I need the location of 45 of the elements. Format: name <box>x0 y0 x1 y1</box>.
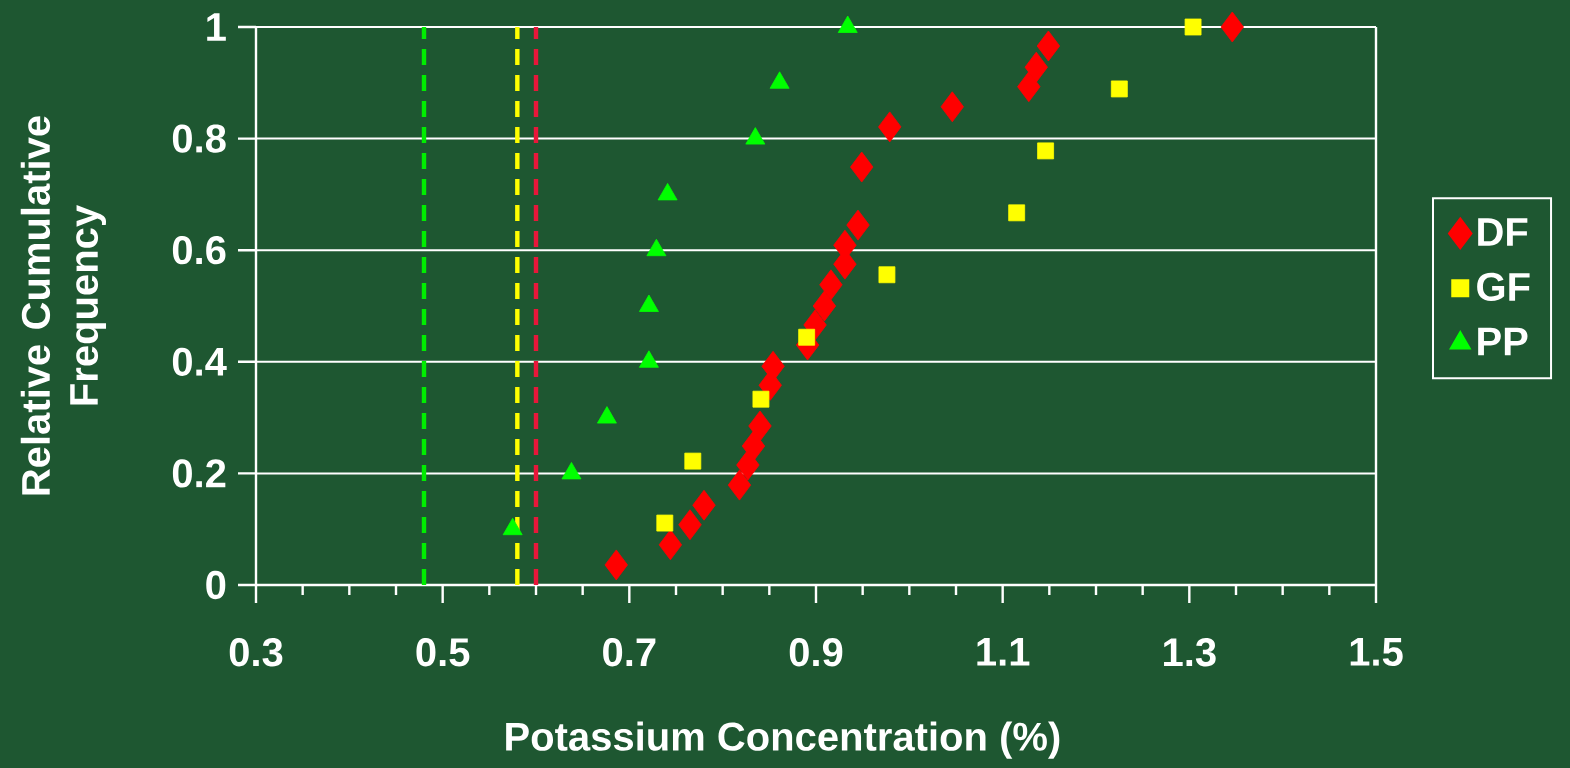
legend-label: PP <box>1478 327 1528 356</box>
point <box>1008 204 1026 222</box>
point <box>1036 30 1061 62</box>
point <box>1024 51 1048 83</box>
point <box>1184 18 1202 36</box>
x-tick-label: 1.1 <box>977 638 1030 666</box>
point <box>752 390 770 408</box>
x-tick-label: 1.5 <box>1350 638 1403 666</box>
point <box>684 452 702 470</box>
x-tick-label: 0.7 <box>603 638 656 667</box>
point <box>692 489 716 521</box>
legend-label: GF <box>1477 272 1530 302</box>
point <box>748 410 772 442</box>
point <box>1037 142 1054 160</box>
y-tick-label: 0.4 <box>172 347 227 376</box>
point <box>658 529 683 561</box>
point <box>798 328 816 346</box>
point <box>850 151 874 183</box>
y-tick-label: 1 <box>207 13 226 41</box>
x-tick-label: 0.5 <box>416 638 470 667</box>
y-axis-title: Relative Cumulative Frequency <box>20 116 107 495</box>
point <box>812 290 837 322</box>
legend-label: DF <box>1478 218 1528 246</box>
point <box>1110 80 1128 98</box>
point <box>878 111 902 143</box>
point <box>819 269 843 301</box>
point <box>678 509 702 541</box>
point <box>940 91 964 123</box>
y-tick-label: 0.8 <box>172 124 226 153</box>
point <box>1017 71 1041 103</box>
point <box>878 266 896 284</box>
point <box>656 514 674 532</box>
y-tick-label: 0.2 <box>172 459 226 488</box>
x-tick-label: 1.3 <box>1164 638 1216 667</box>
x-axis-title: Potassium Concentration (%) <box>506 721 1060 759</box>
x-tick-label: 0.3 <box>229 638 283 667</box>
point <box>846 209 870 241</box>
point <box>604 549 628 581</box>
point <box>1220 11 1244 43</box>
y-tick-label: 0.6 <box>172 236 226 265</box>
point <box>741 430 766 462</box>
y-tick-label: 0 <box>206 570 226 600</box>
point <box>727 469 752 501</box>
point <box>736 449 760 481</box>
x-tick-label: 0.9 <box>789 638 843 667</box>
